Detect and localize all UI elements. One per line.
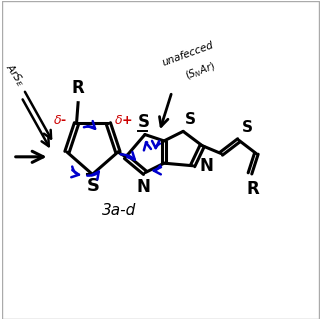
Text: $\mathregular{ArS}_\mathregular{E}$: $\mathregular{ArS}_\mathregular{E}$ <box>2 61 28 90</box>
Text: S: S <box>185 112 196 127</box>
Text: N: N <box>199 157 213 175</box>
Text: R: R <box>72 79 84 97</box>
Text: $\mathbf{S}$: $\mathbf{S}$ <box>137 113 150 131</box>
Text: N: N <box>136 178 150 196</box>
Text: unafecced: unafecced <box>161 40 215 68</box>
Text: $\delta$-: $\delta$- <box>53 114 67 127</box>
Text: 3a-d: 3a-d <box>102 204 137 219</box>
Text: S: S <box>241 121 252 135</box>
Text: $\mathbf{S}$: $\mathbf{S}$ <box>86 177 99 195</box>
Text: R: R <box>247 180 260 198</box>
Text: $(S_NAr)$: $(S_NAr)$ <box>184 60 218 83</box>
Text: $\delta$+: $\delta$+ <box>114 114 133 127</box>
